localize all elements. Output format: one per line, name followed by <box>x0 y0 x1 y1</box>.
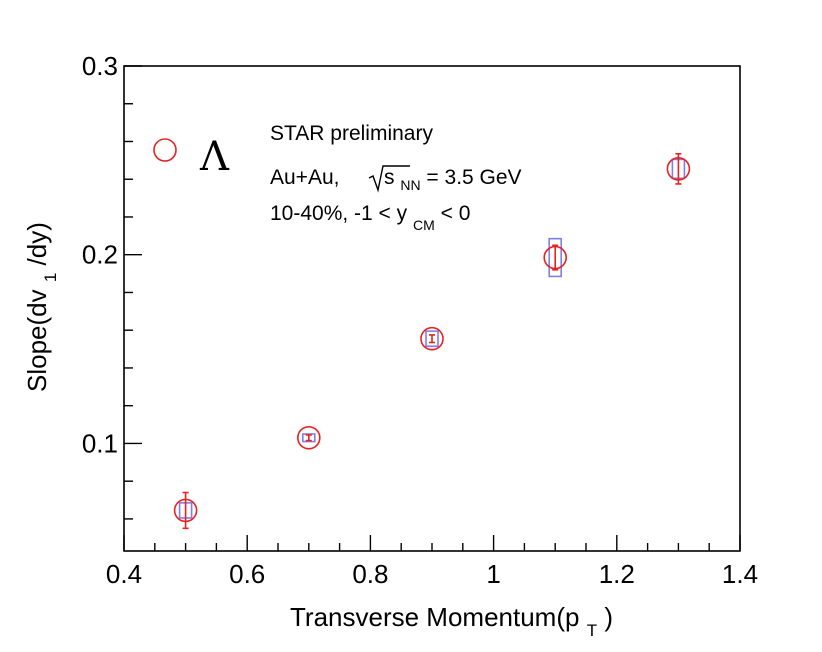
annotation-collision: Au+Au, <box>270 166 339 189</box>
x-axis-title-main: Transverse Momentum(p <box>290 602 579 632</box>
legend-label: Λ <box>199 134 230 180</box>
systematic-error-box <box>425 330 439 348</box>
data-point <box>420 326 444 351</box>
annotation-cm: CM <box>413 217 435 233</box>
annotation-energy: s NN = 3.5 GeV <box>384 166 522 195</box>
y-tick-label: 0.3 <box>82 51 118 81</box>
systematic-error-box <box>301 433 316 443</box>
y-axis-title-sub: 1 <box>41 273 60 282</box>
x-axis-title: Transverse Momentum(p T ) <box>290 602 613 642</box>
sqrt-sign <box>368 165 410 193</box>
y-axis-title-tail: /dy) <box>22 222 52 265</box>
y-axis-title: Slope(dv 1 /dy) <box>22 222 62 392</box>
data-points-layer <box>173 152 691 530</box>
systematic-error-box <box>548 237 563 278</box>
legend: Λ <box>153 134 230 180</box>
axes-layer: 0.4 0.6 0.8 1 1.2 1.4 0.1 0.2 0.3 <box>82 51 758 589</box>
point-marker <box>296 425 321 450</box>
annotation-system: Au+Au, <box>270 166 339 189</box>
annotation-block: STAR preliminary Au+Au, s NN = 3.5 GeV 1… <box>270 122 522 235</box>
point-marker <box>666 157 691 181</box>
annotation-centrality-text: 10-40%, -1 < y <box>270 202 408 225</box>
annotation-centrality: 10-40%, -1 < y CM < 0 <box>270 202 470 235</box>
data-point <box>296 425 321 450</box>
annotation-s: s <box>384 166 395 189</box>
legend-marker <box>153 138 177 162</box>
y-tick-label: 0.2 <box>82 240 118 270</box>
point-marker <box>543 245 568 270</box>
point-marker <box>420 326 444 351</box>
y-axis-title-main: Slope(dv <box>22 289 52 392</box>
annotation-centrality-tail: < 0 <box>441 202 471 225</box>
x-tick-label: 1.2 <box>599 559 635 589</box>
x-tick-label: 0.6 <box>229 559 265 589</box>
x-tick-label: 1.4 <box>722 559 758 589</box>
annotation-nn: NN <box>400 177 420 193</box>
x-tick-label: 0.4 <box>106 559 142 589</box>
y-tick-label: 0.1 <box>82 428 118 458</box>
x-tick-label: 1 <box>486 559 500 589</box>
annotation-energy-value: = 3.5 GeV <box>426 166 521 189</box>
data-point <box>666 152 691 185</box>
data-point <box>543 237 568 278</box>
x-axis-title-sub: T <box>587 621 597 640</box>
data-point <box>173 491 198 530</box>
x-axis-title-tail: ) <box>604 602 613 632</box>
annotation-preliminary: STAR preliminary <box>270 122 433 145</box>
x-tick-label: 0.8 <box>352 559 388 589</box>
point-marker <box>173 498 198 523</box>
